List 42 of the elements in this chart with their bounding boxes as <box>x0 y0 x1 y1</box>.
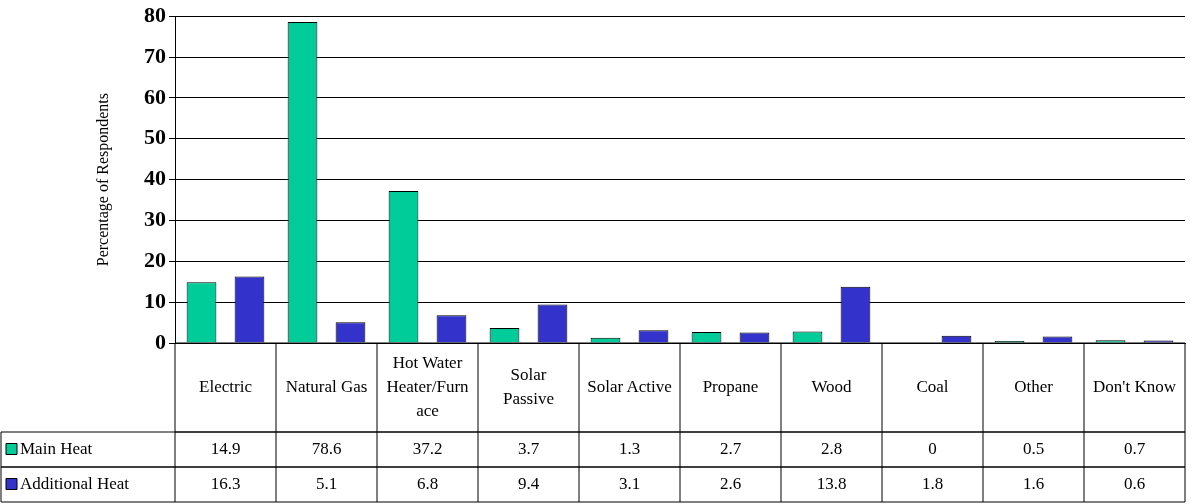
y-tick-label: 60 <box>144 83 166 109</box>
x-tick-label: Electric <box>199 376 253 396</box>
data-label: 1.6 <box>1022 473 1045 493</box>
x-tick-label: Solar Passive <box>503 364 554 408</box>
data-label: 37.2 <box>412 438 443 458</box>
data-label: 9.4 <box>517 473 540 493</box>
data-label: 2.6 <box>719 473 742 493</box>
data-label: 3.1 <box>618 473 641 493</box>
y-tick-label: 0 <box>155 328 166 354</box>
y-tick-label: 30 <box>144 206 166 232</box>
data-label: 2.8 <box>820 438 843 458</box>
data-label: 0.5 <box>1022 438 1045 458</box>
data-label: 2.7 <box>719 438 742 458</box>
data-label: 6.8 <box>416 473 439 493</box>
data-label: 16.3 <box>210 473 241 493</box>
data-label: 0 <box>928 438 937 458</box>
y-axis-title: Percentage of Respondents <box>93 92 112 267</box>
y-tick-label: 10 <box>144 287 166 313</box>
data-label: 1.3 <box>618 438 641 458</box>
data-label: 5.1 <box>315 473 338 493</box>
legend-label: Main Heat <box>20 438 93 458</box>
x-tick-label: Hot Water Heater/Furnace <box>386 352 470 420</box>
x-tick-label: Don't Know <box>1093 376 1177 396</box>
data-label: 14.9 <box>210 438 241 458</box>
legend-label: Additional Heat <box>20 473 130 493</box>
data-label: 0.6 <box>1123 473 1146 493</box>
x-tick-label: Propane <box>702 376 759 396</box>
y-tick-label: 80 <box>144 1 166 27</box>
y-tick-label: 70 <box>144 42 166 68</box>
x-tick-label: Other <box>1014 376 1054 396</box>
data-label: 0.7 <box>1123 438 1146 458</box>
x-tick-label: Natural Gas <box>285 376 368 396</box>
y-tick-label: 50 <box>144 124 166 150</box>
data-label: 1.8 <box>921 473 944 493</box>
data-label: 3.7 <box>517 438 540 458</box>
data-label: 13.8 <box>816 473 847 493</box>
x-tick-label: Solar Active <box>587 376 672 396</box>
y-tick-label: 40 <box>144 165 166 191</box>
data-label: 78.6 <box>311 438 342 458</box>
x-tick-label: Coal <box>916 376 949 396</box>
x-tick-label: Wood <box>811 376 853 396</box>
y-tick-label: 20 <box>144 246 166 272</box>
